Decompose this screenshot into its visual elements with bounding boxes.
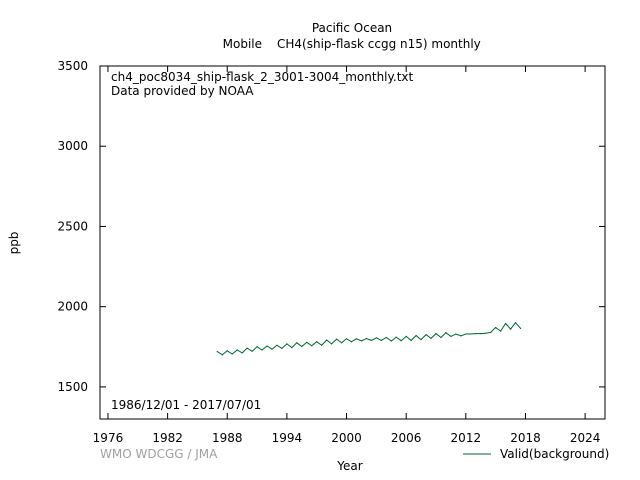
y-tick-label: 3000	[57, 139, 88, 153]
data-point	[221, 354, 223, 356]
data-point	[296, 342, 298, 344]
data-point	[485, 332, 487, 334]
legend-label: Valid(background)	[500, 447, 609, 461]
x-axis-label: Year	[336, 459, 362, 473]
data-point	[519, 327, 522, 329]
data-point	[500, 330, 502, 332]
annotation-provider: Data provided by NOAA	[111, 84, 254, 98]
data-point	[286, 343, 288, 345]
data-point	[281, 347, 283, 349]
x-tick-label: 2006	[391, 431, 422, 445]
data-point	[410, 339, 412, 341]
credit-label: WMO WDCGG / JMA	[100, 447, 218, 461]
series-line	[217, 321, 521, 356]
data-point	[380, 339, 382, 341]
data-point	[335, 338, 338, 340]
data-point	[216, 351, 218, 353]
data-point	[266, 345, 268, 347]
data-point	[375, 337, 377, 339]
chart-subtitle-parameter: CH4(ship-flask ccgg n15) monthly	[277, 37, 481, 51]
data-point	[326, 339, 328, 341]
data-point	[251, 350, 253, 352]
data-point	[455, 333, 457, 335]
data-point	[355, 338, 358, 340]
data-point	[301, 345, 303, 348]
annotation-file: ch4_poc8034_ship-flask_2_3001-3004_month…	[111, 70, 414, 84]
y-axis-ticks: 1500 2000 2500 3000 3500	[57, 59, 605, 394]
x-tick-label: 2018	[510, 431, 541, 445]
data-point	[470, 333, 472, 335]
data-point	[504, 322, 507, 325]
data-point	[415, 334, 417, 337]
x-tick-label: 2024	[570, 431, 601, 445]
x-tick-label: 2012	[451, 431, 482, 445]
data-point	[480, 333, 482, 335]
y-axis-label: ppb	[7, 232, 21, 255]
data-point	[514, 322, 517, 324]
data-point	[345, 338, 348, 340]
x-axis-ticks: 1976 1982 1988 1994 2000 2006 2012 2018 2024	[93, 66, 601, 445]
data-point	[435, 333, 437, 335]
data-point	[465, 333, 467, 335]
data-point	[311, 345, 313, 347]
data-point	[370, 339, 372, 341]
x-tick-label: 1988	[212, 431, 243, 445]
x-tick-label: 1976	[93, 431, 124, 445]
data-point	[440, 336, 442, 339]
chart-title: Pacific Ocean	[312, 21, 392, 35]
data-point	[306, 341, 308, 343]
data-point	[385, 336, 387, 339]
plot-frame	[99, 65, 606, 420]
data-point	[400, 340, 402, 342]
data-point	[256, 346, 258, 348]
data-point	[350, 341, 353, 343]
data-point	[390, 340, 392, 342]
data-point	[340, 342, 343, 344]
data-point	[291, 346, 293, 349]
data-point	[509, 328, 512, 330]
data-point	[236, 349, 238, 351]
data-point	[360, 340, 363, 342]
data-point	[241, 352, 243, 354]
data-point	[246, 347, 248, 349]
data-point	[365, 337, 368, 340]
y-tick-label: 2000	[57, 300, 88, 314]
data-point	[425, 334, 427, 336]
y-tick-label: 1500	[57, 380, 88, 394]
data-point	[495, 326, 497, 329]
data-point	[475, 333, 477, 335]
data-point	[490, 331, 492, 333]
y-tick-label: 2500	[57, 219, 88, 233]
data-point	[450, 335, 452, 337]
data-point	[405, 335, 407, 337]
data-point	[271, 348, 273, 350]
x-tick-label: 1982	[152, 431, 183, 445]
data-point	[395, 336, 397, 338]
data-point	[321, 344, 323, 346]
x-tick-label: 1994	[272, 431, 303, 445]
y-tick-label: 3500	[57, 59, 88, 73]
data-point	[430, 337, 432, 340]
chart-subtitle-platform: Mobile	[223, 37, 262, 51]
data-point	[276, 344, 278, 346]
data-point	[460, 335, 462, 337]
data-point	[231, 353, 233, 355]
data-point	[445, 332, 447, 334]
data-point	[420, 338, 422, 341]
data-point	[316, 341, 318, 343]
data-point	[261, 349, 263, 351]
data-point	[226, 350, 228, 352]
series-layer	[216, 321, 522, 356]
data-point	[331, 343, 333, 345]
legend: Valid(background)	[463, 447, 609, 461]
date-range-label: 1986/12/01 - 2017/07/01	[111, 398, 261, 412]
x-tick-label: 2000	[331, 431, 362, 445]
